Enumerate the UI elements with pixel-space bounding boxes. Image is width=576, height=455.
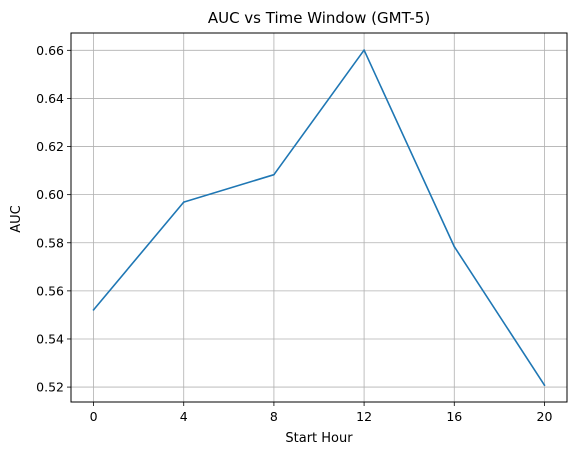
x-tick-label: 0 [90,409,98,424]
y-axis-label: AUC [9,205,24,233]
data-point [273,173,275,176]
data-point [182,201,185,203]
data-point [543,384,546,386]
x-tick-label: 8 [270,409,278,424]
x-axis-label: Start Hour [285,431,353,446]
y-tick-label: 0.54 [36,331,64,346]
y-tick-label: 0.52 [36,380,64,395]
y-tick-label: 0.64 [36,91,64,106]
series-line [92,49,546,386]
y-tick-label: 0.58 [36,235,64,250]
y-tick-label: 0.60 [36,187,64,202]
plot-frame [70,32,568,403]
data-point [92,309,95,311]
chart-title: AUC vs Time Window (GMT-5) [208,9,430,27]
x-tick-label: 16 [446,409,462,424]
x-tick-label: 4 [180,409,188,424]
x-tick-label: 20 [537,409,553,424]
y-tick-label: 0.66 [36,43,64,58]
series-group [92,49,546,386]
x-tick-label: 12 [356,409,372,424]
y-tick-label: 0.56 [36,283,64,298]
y-tick-label: 0.62 [36,139,64,154]
grid [71,33,567,402]
ticks: 0 4 8 12 16 20 0.52 0.54 0.56 0.58 0.60 0.62 0.64 0.6… [36,43,552,424]
data-point [453,245,456,248]
data-point [363,49,365,51]
